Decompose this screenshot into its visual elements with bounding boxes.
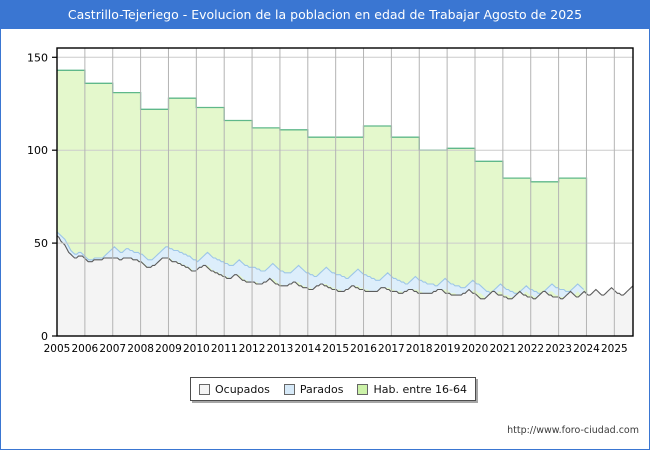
tick-label-y: 100 (27, 144, 48, 157)
tick-label-y: 0 (41, 330, 48, 343)
chart-legend: Ocupados Parados Hab. entre 16-64 (190, 377, 477, 401)
series-line-parados (56, 231, 585, 295)
legend-swatch-habitantes (357, 383, 369, 395)
tick-label-x: 2006 (71, 343, 98, 355)
tick-label-x: 2018 (406, 343, 433, 355)
chart-canvas: FORO CIUDAD.COM0501001502005200620072008… (27, 47, 634, 355)
tick-label-y: 150 (27, 51, 48, 64)
tick-label-x: 2010 (183, 343, 210, 355)
tick-label-x: 2014 (294, 343, 321, 355)
chart-area: FORO CIUDAD.COM0501001502005200620072008… (1, 29, 649, 449)
page-title: Castrillo-Tejeriego - Evolucion de la po… (67, 7, 583, 22)
tick-label-x: 2022 (517, 343, 544, 355)
tick-label-x: 2012 (239, 343, 266, 355)
tick-label-x: 2015 (322, 343, 349, 355)
legend-item-ocupados[interactable]: Ocupados (199, 383, 270, 396)
tick-label-x: 2016 (350, 343, 377, 355)
legend-swatch-ocupados (199, 383, 210, 395)
tick-label-x: 2017 (378, 343, 405, 355)
series-area-ocupados (57, 235, 633, 336)
legend-label-parados: Parados (299, 382, 344, 396)
tick-label-x: 2011 (211, 343, 238, 355)
window-title-bar: Castrillo-Tejeriego - Evolucion de la po… (1, 1, 649, 29)
legend-label-ocupados: Ocupados (215, 382, 270, 396)
tick-label-x: 2019 (434, 343, 461, 355)
tick-label-x: 2023 (545, 343, 572, 355)
tick-label-x: 2009 (155, 343, 182, 355)
tick-label-x: 2024 (573, 343, 600, 355)
series-line-ocupados (56, 235, 634, 300)
plot-frame (56, 47, 634, 337)
legend-item-habitantes[interactable]: Hab. entre 16-64 (357, 383, 467, 396)
tick-label-x: 2025 (601, 343, 628, 355)
tick-label-x: 2020 (462, 343, 489, 355)
tick-label-x: 2013 (267, 343, 294, 355)
source-url[interactable]: http://www.foro-ciudad.com (507, 425, 639, 436)
tick-label-x: 2007 (99, 343, 126, 355)
tick-label-x: 2021 (489, 343, 516, 355)
legend-item-parados[interactable]: Parados (283, 382, 344, 396)
tick-label-x: 2005 (44, 343, 71, 355)
legend-swatch-parados (283, 383, 295, 395)
tick-label-x: 2008 (127, 343, 154, 355)
tick-label-y: 50 (34, 237, 48, 250)
legend-label-habitantes: Hab. entre 16-64 (373, 382, 468, 396)
